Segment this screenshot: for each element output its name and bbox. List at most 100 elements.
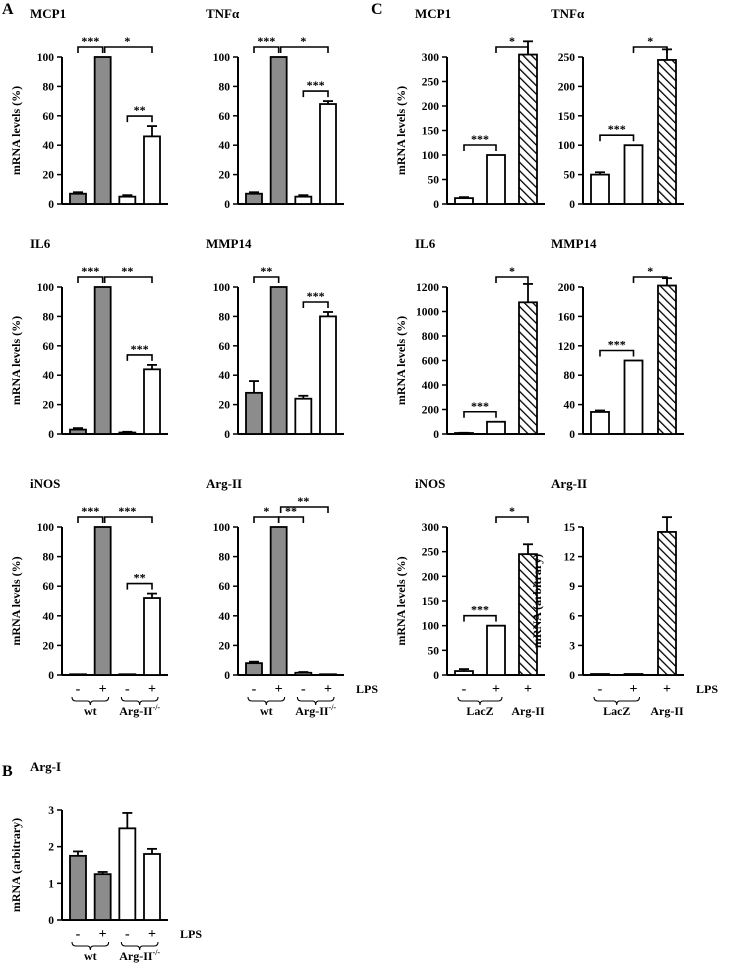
chart-title: TNFα (551, 6, 585, 21)
y-tick-label: 40 (219, 140, 231, 152)
significance-label: ** (134, 103, 146, 117)
significance-bracket: *** (463, 132, 497, 151)
y-tick-label: 6 (569, 611, 575, 623)
chart-title: MCP1 (30, 6, 66, 21)
chart-title: MCP1 (415, 6, 451, 21)
bar (623, 673, 644, 676)
y-tick-label: 1 (48, 878, 54, 890)
y-tick-label: 150 (558, 111, 576, 123)
significance-bracket: *** (599, 338, 635, 357)
chart-title: MMP14 (551, 236, 597, 251)
y-tick-label: 80 (219, 81, 231, 93)
y-tick-label: 200 (422, 571, 440, 583)
bar (93, 526, 112, 676)
bar (143, 135, 161, 205)
y-tick-label: 100 (213, 282, 231, 294)
minus-sign: - (598, 682, 603, 697)
chart-c3: IL6 mRNA levels (%) 0 200 400 600 800 1000 1200 *… (394, 236, 545, 441)
significance-bracket: *** (77, 34, 104, 53)
bar (319, 673, 337, 676)
significance-bracket: *** (302, 78, 329, 98)
bar (69, 428, 87, 435)
bar (623, 359, 644, 435)
plus-sign: + (148, 927, 156, 942)
y-axis-label: mRNA levels (%) (9, 556, 23, 645)
significance-label: * (509, 504, 515, 518)
y-tick-label: 0 (433, 670, 439, 682)
chart-title: Arg-II (206, 476, 242, 491)
significance-label: * (300, 34, 306, 48)
significance-label: * (647, 34, 653, 48)
y-tick-label: 3 (569, 640, 575, 652)
y-tick-label: 0 (48, 915, 54, 927)
significance-label: *** (307, 289, 325, 303)
y-tick-label: 100 (37, 52, 55, 64)
y-tick-label: 40 (43, 611, 55, 623)
bar (657, 531, 677, 676)
group-label: Arg-II (650, 704, 684, 718)
y-tick-label: 200 (558, 81, 576, 93)
significance-label: ** (297, 494, 309, 508)
significance-bracket: *** (77, 264, 104, 283)
significance-bracket: * (495, 34, 529, 53)
bar (69, 192, 87, 205)
y-tick-label: 0 (433, 199, 439, 211)
bar (93, 286, 112, 435)
x-annotation-a6: - + - + LPS wt Arg-II-/- (247, 682, 378, 718)
y-tick-label: 60 (219, 581, 231, 593)
y-tick-label: 100 (37, 522, 55, 534)
y-tick-label: 20 (219, 640, 231, 652)
bar (294, 195, 313, 205)
y-tick-label: 60 (219, 111, 231, 123)
y-tick-label: 60 (219, 341, 231, 353)
group-brace (593, 696, 641, 706)
y-tick-label: 0 (569, 199, 575, 211)
significance-label: * (647, 264, 653, 278)
significance-bracket: ** (253, 264, 280, 283)
group-label: Arg-II-/- (119, 703, 160, 718)
group-brace (296, 696, 335, 706)
y-tick-label: 15 (564, 522, 576, 534)
minus-sign: - (76, 682, 81, 697)
y-tick-label: 40 (219, 370, 231, 382)
bar (118, 673, 137, 676)
group-brace (120, 941, 159, 951)
y-tick-label: 800 (422, 331, 440, 343)
group-brace (71, 696, 110, 706)
y-tick-label: 0 (48, 429, 54, 441)
plus-sign: + (524, 682, 532, 697)
y-tick-label: 0 (569, 429, 575, 441)
significance-label: ** (134, 571, 146, 585)
significance-bracket: *** (126, 342, 153, 361)
plus-sign: + (324, 682, 332, 697)
bar (294, 671, 313, 676)
chart-title: IL6 (415, 236, 436, 251)
y-tick-label: 0 (224, 429, 230, 441)
y-tick-label: 200 (558, 282, 576, 294)
y-tick-label: 120 (558, 341, 576, 353)
chart-title: Arg-I (30, 759, 61, 774)
y-tick-label: 40 (43, 140, 55, 152)
significance-bracket: *** (599, 122, 635, 142)
group-brace (120, 696, 159, 706)
significance-label: *** (81, 504, 99, 518)
y-tick-label: 50 (428, 175, 440, 187)
y-axis-label: mRNA levels (%) (394, 316, 408, 405)
bar (269, 526, 288, 676)
bar (143, 368, 161, 435)
group-label: Arg-II-/- (119, 948, 160, 963)
y-tick-label: 9 (569, 581, 575, 593)
significance-bracket: *** (463, 603, 497, 622)
plus-sign: + (99, 927, 107, 942)
significance-label: *** (608, 122, 626, 136)
significance-label: * (263, 504, 269, 518)
significance-bracket: ** (126, 571, 153, 590)
y-tick-label: 20 (219, 400, 231, 412)
group-label: wt (84, 949, 97, 963)
significance-label: *** (131, 342, 149, 356)
bar (518, 301, 538, 435)
